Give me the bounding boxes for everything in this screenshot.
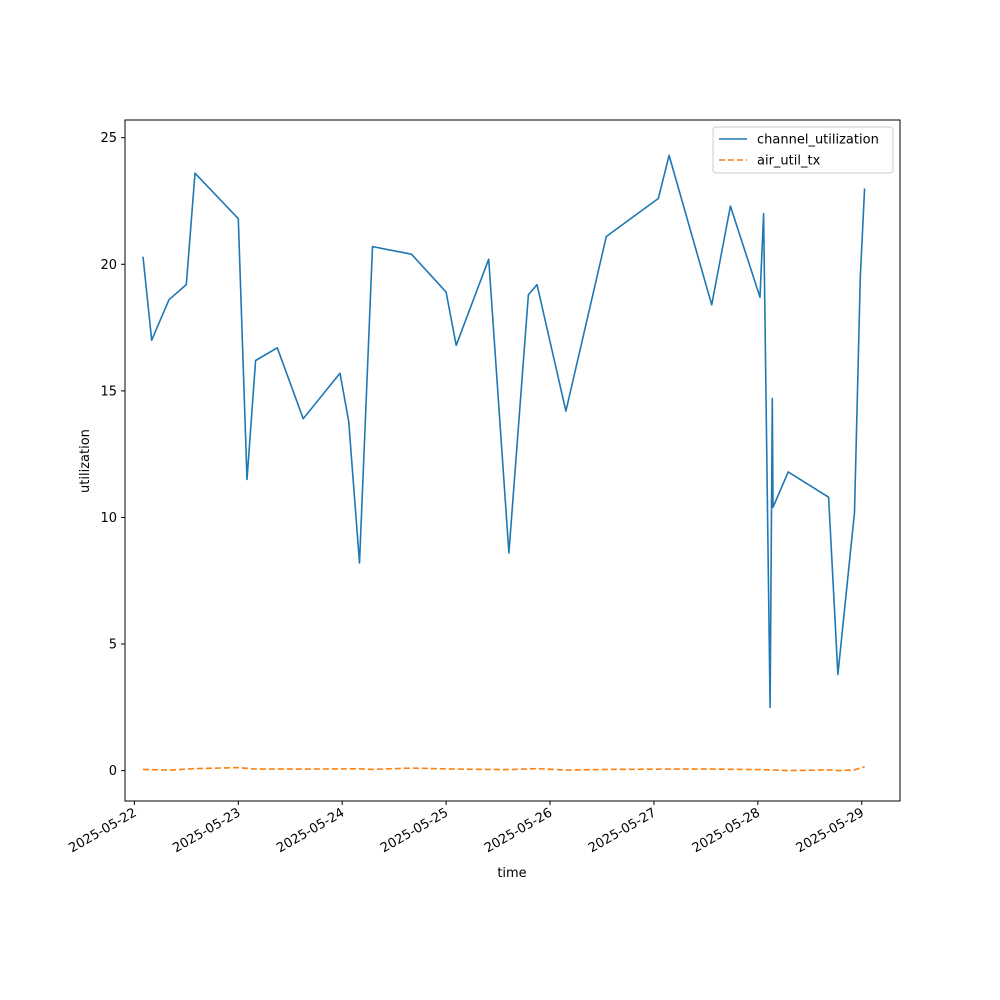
series-line-air-util-tx [142,766,865,772]
y-tick-label: 20 [100,258,117,273]
legend: channel_utilization air_util_tx [712,126,894,174]
x-tick-label: 2025-05-22 [66,805,139,856]
x-axis-label: time [497,866,526,881]
legend-label: channel_utilization [757,133,879,148]
y-tick-label: 10 [100,511,117,526]
y-tick-label: 5 [109,638,117,653]
plot-frame [124,119,901,802]
x-tick-label: 2025-05-27 [586,805,659,856]
y-axis-label: utilization [78,429,93,493]
x-axis: 2025-05-22 2025-05-23 2025-05-24 2025-05-25… [66,801,867,856]
plot-marks [142,154,866,772]
legend-box [712,126,894,174]
x-tick-label: 2025-05-26 [482,805,555,856]
x-tick-label: 2025-05-25 [378,805,451,856]
x-tick-label: 2025-05-23 [170,805,243,856]
x-tick-label: 2025-05-29 [794,805,867,856]
y-axis: 0 5 10 15 20 25 [100,131,125,779]
legend-label: air_util_tx [757,154,821,169]
series-line-channel-utilization [142,154,866,709]
y-tick-label: 0 [109,764,117,779]
y-tick-label: 15 [100,384,117,399]
x-tick-label: 2025-05-24 [274,805,347,856]
y-tick-label: 25 [100,131,117,146]
x-tick-label: 2025-05-28 [690,805,763,856]
